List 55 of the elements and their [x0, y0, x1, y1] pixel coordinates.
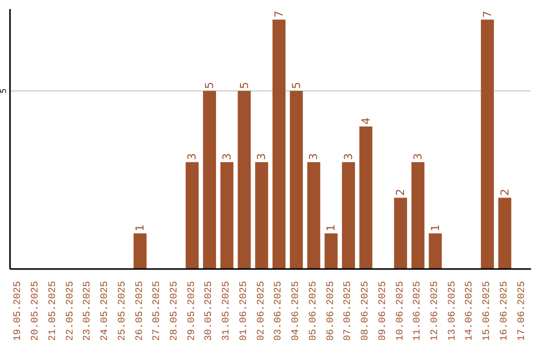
data-label: 1: [428, 224, 442, 232]
x-tick-label: 17.06.2025: [516, 281, 528, 340]
data-label: 3: [411, 153, 424, 160]
bar: [290, 90, 303, 269]
bar: [324, 233, 338, 269]
bar: [307, 162, 320, 269]
data-label: 3: [255, 153, 268, 160]
bar: [220, 162, 234, 269]
data-label: 7: [272, 10, 286, 18]
bar: [134, 233, 147, 269]
data-label: 3: [307, 153, 320, 160]
bar: [359, 126, 372, 269]
data-label: 5: [290, 82, 303, 89]
x-tick-label: 26.05.2025: [134, 281, 146, 340]
bar: [498, 198, 512, 269]
x-tick-label: 27.05.2025: [152, 281, 164, 340]
x-tick-label: 13.06.2025: [447, 281, 458, 340]
data-label: 3: [220, 153, 234, 160]
bar: [186, 162, 199, 269]
x-tick-label: 11.06.2025: [412, 281, 424, 340]
bar: [394, 198, 408, 269]
data-label: 2: [498, 188, 512, 196]
bar: [411, 162, 424, 269]
data-label: 3: [186, 153, 199, 160]
x-tick-label: 12.06.2025: [430, 281, 441, 340]
x-tick-label: 20.05.2025: [30, 281, 42, 340]
data-label: 5: [203, 82, 216, 89]
bar: [428, 233, 442, 269]
x-tick-label: 23.05.2025: [82, 281, 94, 340]
data-label: 2: [394, 188, 408, 196]
x-tick-label: 10.06.2025: [395, 281, 406, 340]
bar: [342, 162, 355, 269]
x-tick-label: 19.05.2025: [13, 281, 24, 340]
x-tick-label: 25.05.2025: [117, 281, 128, 340]
data-label: 1: [324, 224, 338, 232]
x-tick-label: 16.06.2025: [499, 281, 510, 340]
x-tick-label: 14.06.2025: [464, 281, 476, 340]
data-label: 4: [359, 118, 372, 125]
x-tick-label: 30.05.2025: [204, 281, 216, 340]
x-tick-label: 22.05.2025: [65, 281, 76, 340]
data-label: 7: [480, 10, 494, 18]
bar: [272, 20, 286, 269]
x-tick-label: 15.06.2025: [482, 281, 494, 340]
x-tick-label: 24.05.2025: [100, 281, 112, 340]
bar: [480, 20, 494, 269]
x-tick-label: 31.05.2025: [222, 281, 233, 340]
bar: [255, 162, 268, 269]
data-label: 3: [342, 153, 355, 160]
bar: [238, 90, 251, 269]
bar: [203, 90, 216, 269]
x-tick-label: 29.05.2025: [186, 281, 198, 340]
data-label: 1: [134, 224, 147, 232]
data-label: 5: [238, 82, 251, 89]
x-tick-label: 28.05.2025: [169, 281, 180, 340]
x-tick-label: 21.05.2025: [48, 281, 59, 340]
